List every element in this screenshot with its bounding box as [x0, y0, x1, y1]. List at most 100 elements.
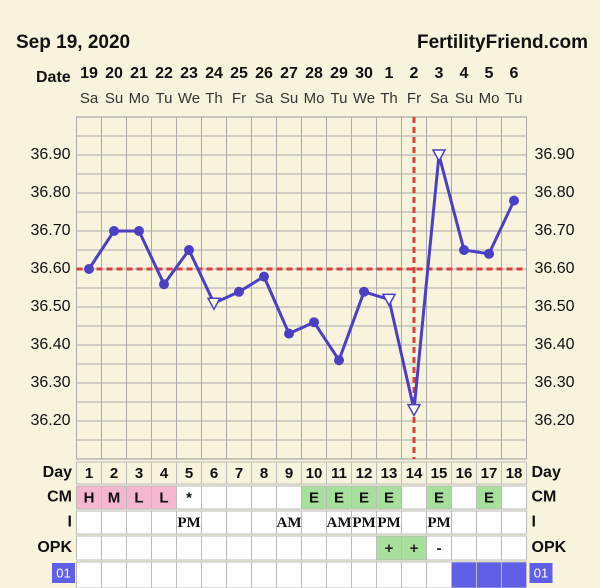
table-cell [126, 535, 152, 561]
cell-text: L [134, 489, 143, 506]
table-cell [476, 510, 502, 535]
cell-text: 9 [285, 465, 293, 482]
weekday-label: Tu [331, 90, 348, 107]
table-cell [426, 561, 452, 588]
table-cell [476, 535, 502, 561]
table-cell [101, 561, 127, 588]
temperature-point-open [381, 293, 397, 307]
table-cell [376, 535, 402, 561]
date-label: 1 [385, 65, 394, 82]
table-cell [151, 510, 177, 535]
table-cell [451, 535, 477, 561]
date-label: 3 [435, 65, 444, 82]
y-tick-label: 36.90 [30, 146, 70, 163]
date-label: 5 [485, 65, 494, 82]
table-cell [401, 485, 427, 510]
table-cell [401, 561, 427, 588]
cell-text: M [108, 489, 121, 506]
cell-text: E [359, 489, 369, 506]
highlight-cell [476, 561, 502, 588]
weekday-label: Sa [430, 90, 449, 107]
cell-text: 2 [110, 465, 118, 482]
weekday-label: Mo [304, 90, 325, 107]
date-label: 26 [255, 65, 273, 82]
cell-text: PM [377, 515, 400, 531]
weekday-label: We [178, 90, 200, 107]
table-cell [76, 535, 102, 561]
cell-text: 6 [210, 465, 218, 482]
highlight-cell [451, 561, 477, 588]
weekday-label: Tu [156, 90, 173, 107]
table-cell [401, 535, 427, 561]
table-cell [101, 510, 127, 535]
cell-text: 18 [506, 465, 523, 482]
weekday-label: Su [280, 90, 298, 107]
temperature-point [484, 248, 494, 259]
table-cell [251, 510, 277, 535]
weekday-label: Fr [407, 90, 421, 107]
weekday-label: Mo [129, 90, 150, 107]
y-tick-label-right: 36.30 [535, 374, 575, 391]
temperature-point [234, 286, 244, 297]
chart-title: Sep 19, 2020 [16, 32, 130, 53]
table-cell [451, 510, 477, 535]
date-label: 24 [205, 65, 223, 82]
date-label: 2 [410, 65, 419, 82]
table-cell [501, 510, 527, 535]
table-cell [301, 561, 327, 588]
cycle-box-right [529, 563, 553, 583]
table-cell [126, 510, 152, 535]
table-cell [151, 535, 177, 561]
y-tick-label: 36.80 [30, 184, 70, 201]
weekday-label: Th [380, 90, 398, 107]
table-cell [351, 561, 377, 588]
cell-text: E [434, 489, 444, 506]
weekday-label: Sa [255, 90, 274, 107]
cell-text: + [410, 540, 419, 557]
table-cell [351, 535, 377, 561]
date-label: 22 [155, 65, 173, 82]
cell-text: 10 [306, 465, 323, 482]
y-tick-label-right: 36.40 [535, 336, 575, 353]
table-cell [201, 485, 227, 510]
temperature-point-open [406, 403, 422, 418]
y-tick-label-right: 36.50 [535, 298, 575, 315]
cell-text: E [484, 489, 494, 506]
temperature-point [359, 286, 369, 297]
y-tick-label: 36.70 [30, 222, 70, 239]
cycle-box [52, 563, 75, 583]
weekday-label: Th [205, 90, 223, 107]
y-tick-label: 36.40 [30, 336, 70, 353]
cell-text: E [334, 489, 344, 506]
y-tick-label-right: 36.90 [535, 146, 575, 163]
temperature-point-open [431, 149, 447, 163]
weekday-label: Sa [80, 90, 99, 107]
table-cell [226, 561, 252, 588]
temperature-line [87, 154, 516, 410]
table-cell [76, 510, 102, 535]
y-tick-label-right: 36.60 [535, 260, 575, 277]
date-label: 19 [80, 65, 98, 82]
cell-text: 16 [456, 465, 473, 482]
temperature-point [459, 245, 469, 255]
cell-text: 14 [406, 465, 423, 482]
date-label: 6 [510, 65, 519, 82]
temperature-point [184, 245, 194, 255]
cell-text: 8 [260, 465, 268, 482]
table-cell [251, 561, 277, 588]
cell-text: PM [427, 515, 450, 531]
table-cell [301, 535, 327, 561]
weekday-label: Su [455, 90, 473, 107]
cell-text: H [84, 489, 95, 506]
date-label: 25 [230, 65, 248, 82]
cell-text: E [309, 489, 319, 506]
temperature-point [134, 226, 144, 236]
cell-text: PM [177, 515, 200, 531]
date-label: 21 [130, 65, 148, 82]
table-cell [501, 485, 527, 510]
temperature-point [159, 279, 169, 290]
y-tick-label: 36.30 [30, 374, 70, 391]
table-cell [301, 510, 327, 535]
cell-text: - [437, 540, 442, 557]
